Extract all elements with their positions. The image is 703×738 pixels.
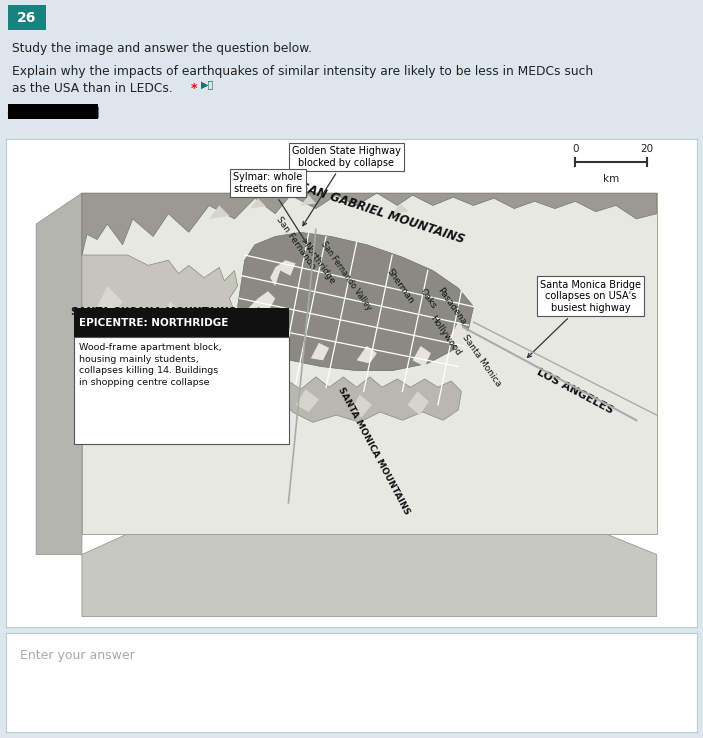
Text: LOS ANGELES: LOS ANGELES <box>536 367 615 415</box>
Polygon shape <box>295 389 319 412</box>
Polygon shape <box>82 193 657 534</box>
FancyBboxPatch shape <box>8 5 46 30</box>
Polygon shape <box>448 323 468 348</box>
Text: Oaks: Oaks <box>418 286 438 310</box>
Polygon shape <box>301 195 316 205</box>
Text: Simi Valley: Simi Valley <box>160 343 207 377</box>
Text: SIMI HILLS: SIMI HILLS <box>224 326 256 373</box>
Polygon shape <box>250 199 266 209</box>
Text: 26: 26 <box>18 10 37 24</box>
Text: Enter your answer: Enter your answer <box>20 649 134 663</box>
Text: Santa Monica Bridge
collapses on USA's
busiest highway: Santa Monica Bridge collapses on USA's b… <box>527 280 641 357</box>
Text: Pasadena: Pasadena <box>435 286 467 327</box>
FancyBboxPatch shape <box>8 104 98 119</box>
Text: SANTA MONICA MOUNTAINS: SANTA MONICA MOUNTAINS <box>336 386 411 517</box>
Polygon shape <box>311 343 329 360</box>
Text: Northridge: Northridge <box>302 241 337 286</box>
Text: Sherman: Sherman <box>385 266 415 306</box>
Text: 0: 0 <box>572 144 579 154</box>
Text: as the USA than in LEDCs.: as the USA than in LEDCs. <box>12 82 173 94</box>
Polygon shape <box>97 286 122 317</box>
Text: SANTA SUSANA MOUNTAINS: SANTA SUSANA MOUNTAINS <box>70 307 236 317</box>
Polygon shape <box>280 377 461 422</box>
Polygon shape <box>82 255 238 370</box>
Text: Santa Monica: Santa Monica <box>460 333 503 388</box>
FancyBboxPatch shape <box>74 337 290 444</box>
Polygon shape <box>82 534 657 616</box>
FancyBboxPatch shape <box>74 308 290 339</box>
Text: Wood-frame apartment block,
housing mainly students,
collapses killing 14. Build: Wood-frame apartment block, housing main… <box>79 343 221 387</box>
Text: Golden State Highway
blocked by collapse: Golden State Highway blocked by collapse <box>292 146 401 226</box>
Polygon shape <box>270 261 295 286</box>
Text: SAN GABRIEL MOUNTAINS: SAN GABRIEL MOUNTAINS <box>298 181 466 246</box>
Polygon shape <box>238 232 474 370</box>
Polygon shape <box>36 193 82 554</box>
Text: EPICENTRE: NORTHRIDGE: EPICENTRE: NORTHRIDGE <box>79 318 228 328</box>
Text: Study the image and answer the question below.: Study the image and answer the question … <box>12 42 312 55</box>
Polygon shape <box>408 391 429 415</box>
Polygon shape <box>392 204 408 214</box>
Text: ▶⧖: ▶⧖ <box>201 80 214 89</box>
Text: *: * <box>191 82 198 94</box>
Polygon shape <box>356 346 377 364</box>
Polygon shape <box>247 292 275 328</box>
Polygon shape <box>352 394 372 417</box>
Text: 20: 20 <box>640 144 653 154</box>
Text: Sylmar: whole
streets on fire: Sylmar: whole streets on fire <box>233 172 307 244</box>
Text: San Fernando: San Fernando <box>274 215 317 271</box>
Polygon shape <box>219 333 252 370</box>
Text: Explain why the impacts of earthquakes of similar intensity are likely to be les: Explain why the impacts of earthquakes o… <box>12 65 593 78</box>
Text: Hollywood: Hollywood <box>428 314 463 357</box>
Polygon shape <box>122 338 229 381</box>
Polygon shape <box>413 346 431 367</box>
Text: San Fernando Valley: San Fernando Valley <box>319 240 373 311</box>
Polygon shape <box>82 193 657 255</box>
Polygon shape <box>158 302 183 333</box>
Polygon shape <box>209 205 229 219</box>
Text: km: km <box>602 174 619 184</box>
